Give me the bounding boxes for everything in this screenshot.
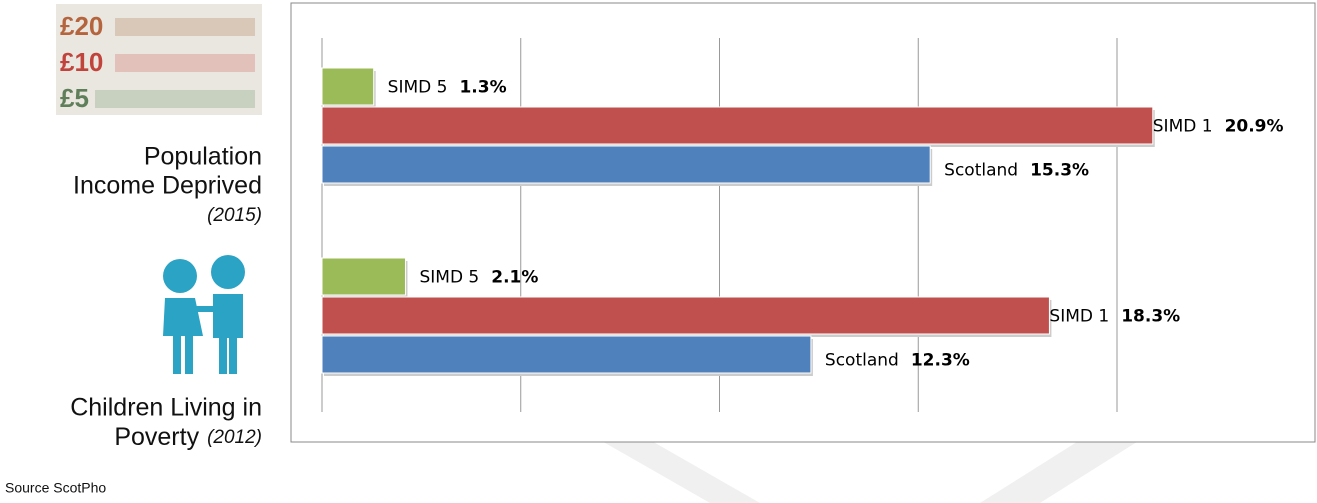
series-name: SIMD 5 [388, 78, 448, 98]
category-year: (2012) [207, 427, 262, 448]
value-label: 1.3% [459, 78, 506, 98]
bar [321, 296, 1050, 335]
series-name: SIMD 1 [1153, 117, 1213, 137]
data-label: SIMD 1 18.3% [1049, 307, 1180, 327]
series-name: Scotland [944, 161, 1018, 181]
svg-text:£20: £20 [60, 11, 103, 41]
bar [321, 335, 812, 374]
value-label: 20.9% [1225, 117, 1284, 137]
value-label: 2.1% [491, 268, 538, 288]
value-label: 15.3% [1030, 161, 1089, 181]
series-name: Scotland [825, 351, 899, 371]
category-label: Population [144, 143, 262, 171]
bar [321, 106, 1154, 145]
category-label: Poverty (2012) [114, 423, 262, 451]
svg-text:£10: £10 [60, 47, 103, 77]
data-label: SIMD 1 20.9% [1153, 117, 1284, 137]
value-label: 12.3% [911, 351, 970, 371]
bar [321, 145, 931, 184]
category-label: Income Deprived [73, 172, 262, 200]
series-name: SIMD 1 [1049, 307, 1109, 327]
data-label: Scotland 12.3% [825, 351, 970, 371]
category-label: Children Living in [70, 394, 262, 422]
watermark [600, 440, 1140, 503]
children-icon [163, 255, 245, 374]
bar [321, 67, 375, 106]
series-name: SIMD 5 [419, 268, 479, 288]
data-label: SIMD 5 2.1% [419, 268, 538, 288]
category-label-line: Poverty [114, 423, 199, 451]
data-label: Scotland 15.3% [944, 161, 1089, 181]
category-year: (2015) [207, 205, 262, 226]
bar [321, 257, 406, 296]
plot-frame [290, 2, 1316, 443]
svg-text:£5: £5 [60, 83, 89, 113]
data-label: SIMD 5 1.3% [388, 78, 507, 98]
source: Source ScotPho [5, 480, 106, 496]
banknote-icon: £20 £10 £5 [56, 4, 262, 115]
value-label: 18.3% [1121, 307, 1180, 327]
